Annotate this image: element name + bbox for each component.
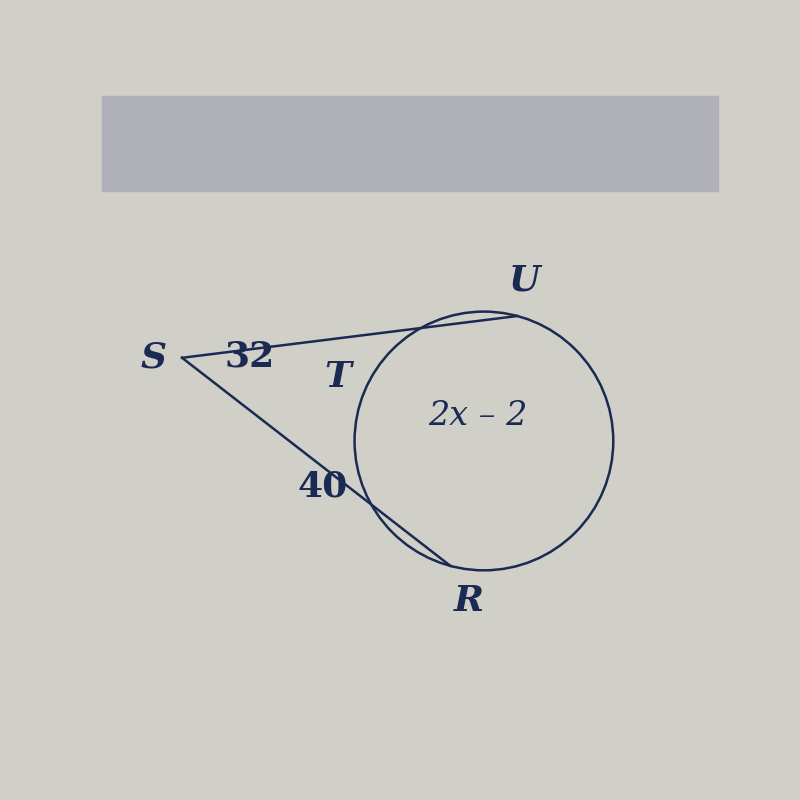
Text: U: U xyxy=(508,263,539,298)
Text: 2x – 2: 2x – 2 xyxy=(428,400,527,432)
Bar xyxy=(102,96,718,191)
Text: 32: 32 xyxy=(225,340,275,374)
Text: T: T xyxy=(325,360,351,394)
Text: S: S xyxy=(141,341,166,374)
Text: 40: 40 xyxy=(298,470,348,503)
Text: R: R xyxy=(454,584,484,618)
